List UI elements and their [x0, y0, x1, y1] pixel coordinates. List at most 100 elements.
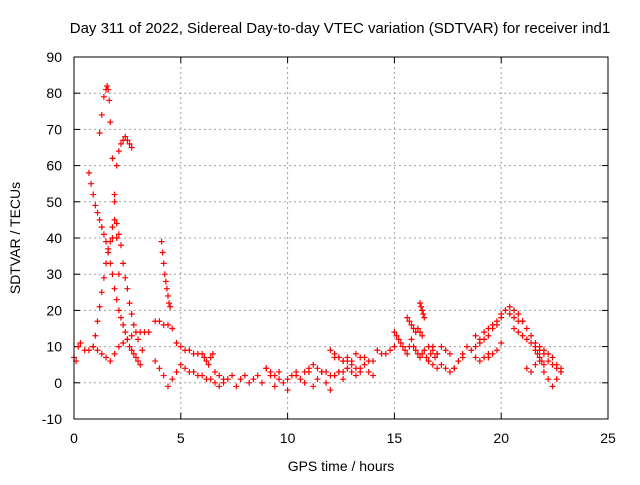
- data-point: [211, 368, 218, 375]
- data-point: [410, 343, 417, 350]
- data-point: [88, 180, 95, 187]
- data-point: [161, 271, 168, 278]
- data-point: [425, 358, 432, 365]
- data-point: [115, 307, 122, 314]
- data-point: [164, 321, 171, 328]
- data-point: [135, 358, 142, 365]
- series-early-low: [152, 358, 218, 390]
- data-point: [122, 274, 129, 281]
- data-point: [96, 130, 103, 137]
- data-point: [519, 332, 526, 339]
- data-point: [190, 368, 197, 375]
- data-point: [425, 343, 432, 350]
- x-tick-label: 0: [70, 430, 78, 446]
- data-point: [126, 343, 133, 350]
- data-point: [502, 307, 509, 314]
- data-point: [85, 347, 92, 354]
- data-point: [455, 358, 462, 365]
- data-point: [408, 336, 415, 343]
- data-point: [77, 339, 84, 346]
- data-point: [115, 148, 122, 155]
- data-point: [489, 325, 496, 332]
- data-point: [105, 249, 112, 256]
- y-tick-label: 40: [46, 230, 62, 246]
- data-point: [397, 339, 404, 346]
- data-point: [417, 300, 424, 307]
- data-point: [111, 216, 118, 223]
- data-point: [128, 144, 135, 151]
- y-axis-label: SDTVAR / TECUs: [7, 182, 23, 294]
- data-point: [446, 368, 453, 375]
- data-point: [472, 332, 479, 339]
- data-point: [423, 354, 430, 361]
- data-point: [493, 347, 500, 354]
- data-point: [135, 336, 142, 343]
- data-point: [173, 339, 180, 346]
- data-point: [506, 303, 513, 310]
- data-point: [438, 361, 445, 368]
- data-point: [258, 379, 265, 386]
- data-point: [169, 376, 176, 383]
- data-point: [100, 93, 107, 100]
- data-point: [159, 249, 166, 256]
- data-point: [464, 343, 471, 350]
- series-low-band-early: [71, 329, 152, 365]
- data-point: [98, 350, 105, 357]
- data-point: [94, 209, 101, 216]
- data-point: [137, 361, 144, 368]
- data-point: [472, 343, 479, 350]
- data-point: [511, 314, 518, 321]
- data-point: [207, 354, 214, 361]
- data-point: [340, 368, 347, 375]
- data-point: [160, 260, 167, 267]
- data-point: [310, 383, 317, 390]
- data-point: [528, 332, 535, 339]
- data-point: [545, 376, 552, 383]
- grid: [74, 57, 608, 419]
- data-point: [284, 387, 291, 394]
- data-point: [404, 350, 411, 357]
- data-point: [382, 350, 389, 357]
- data-point: [109, 155, 116, 162]
- data-point: [130, 321, 137, 328]
- data-point: [105, 86, 112, 93]
- data-point: [545, 358, 552, 365]
- y-tick-label: 30: [46, 266, 62, 282]
- data-point: [98, 224, 105, 231]
- data-point: [421, 314, 428, 321]
- data-point: [314, 365, 321, 372]
- data-point: [220, 379, 227, 386]
- y-tick-label: 20: [46, 302, 62, 318]
- data-point: [156, 365, 163, 372]
- data-point: [92, 332, 99, 339]
- data-point: [186, 347, 193, 354]
- data-point: [532, 361, 539, 368]
- data-point: [414, 325, 421, 332]
- data-point: [391, 329, 398, 336]
- data-point: [442, 365, 449, 372]
- series-rising-to-45: [90, 216, 146, 354]
- data-point: [199, 372, 206, 379]
- data-point: [408, 321, 415, 328]
- series-short-16: [404, 314, 426, 339]
- data-point: [419, 307, 426, 314]
- data-point: [124, 336, 131, 343]
- data-point: [128, 347, 135, 354]
- data-point: [229, 372, 236, 379]
- data-point: [519, 318, 526, 325]
- data-point: [391, 343, 398, 350]
- data-point: [182, 365, 189, 372]
- chart-title: Day 311 of 2022, Sidereal Day-to-day VTE…: [70, 20, 611, 37]
- data-point: [515, 329, 522, 336]
- data-point: [241, 372, 248, 379]
- data-point: [163, 285, 170, 292]
- data-point: [263, 365, 270, 372]
- data-point: [117, 140, 124, 147]
- data-point: [419, 350, 426, 357]
- data-point: [124, 285, 131, 292]
- data-point: [94, 347, 101, 354]
- data-point: [549, 361, 556, 368]
- data-point: [558, 368, 565, 375]
- data-point: [511, 307, 518, 314]
